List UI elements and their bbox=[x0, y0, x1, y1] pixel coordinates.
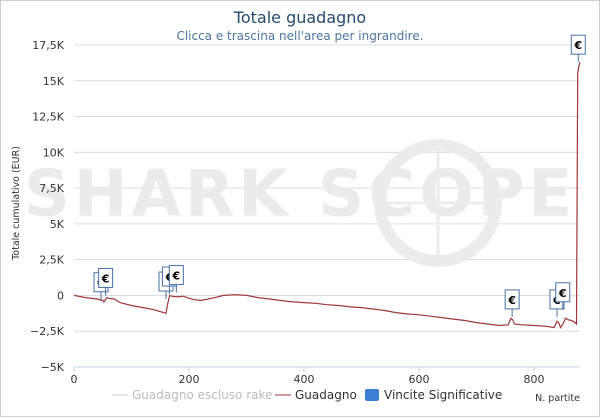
x-axis-title: N. partite bbox=[535, 393, 580, 404]
legend-label-vincite: Vincite Significative bbox=[384, 388, 502, 402]
x-tick-label: 200 bbox=[179, 373, 200, 386]
y-tick-label: 5K bbox=[50, 218, 65, 231]
flag-euro-icon: € bbox=[101, 272, 110, 285]
legend-swatch-vincite bbox=[365, 389, 379, 401]
x-tick-label: 600 bbox=[409, 373, 430, 386]
y-tick-label: 17,5K bbox=[32, 39, 64, 52]
chart-title: Totale guadagno bbox=[233, 8, 367, 27]
legend-item-vincite[interactable]: Vincite Significative bbox=[365, 388, 502, 402]
legend-item-guadagno[interactable]: Guadagno bbox=[275, 388, 357, 402]
flag-box bbox=[98, 267, 114, 288]
flags-layer[interactable]: €€€€€€€€€ bbox=[93, 34, 586, 317]
flag-marker[interactable]: € bbox=[504, 289, 520, 317]
flag-box bbox=[504, 289, 520, 310]
legend[interactable]: Guadagno escluso rake Guadagno Vincite S… bbox=[112, 388, 502, 402]
flag-box bbox=[570, 34, 586, 55]
y-axis-title: Totale cumulativo (EUR) bbox=[11, 146, 22, 261]
x-tick-label: 800 bbox=[524, 373, 545, 386]
flag-box bbox=[555, 282, 571, 303]
flag-euro-icon: € bbox=[558, 287, 567, 300]
y-tick-label: 10K bbox=[43, 146, 65, 159]
flag-marker[interactable]: € bbox=[168, 265, 184, 293]
legend-label-excl-rake: Guadagno escluso rake bbox=[132, 388, 272, 402]
axes: −5K −2,5K 0 2,5K 5K 7,5K 10K 12,5K 15K 17,5K 0 200 4… bbox=[30, 39, 580, 386]
legend-label-guadagno: Guadagno bbox=[295, 388, 357, 402]
flag-euro-icon: € bbox=[573, 39, 582, 52]
flag-marker[interactable]: € bbox=[555, 282, 571, 310]
flag-box bbox=[168, 265, 184, 286]
y-tick-label: 7,5K bbox=[39, 182, 64, 195]
y-tick-label: 2,5K bbox=[39, 254, 64, 267]
watermark-scope-icon bbox=[374, 139, 502, 267]
y-tick-label: 0 bbox=[57, 289, 64, 302]
flag-marker[interactable]: € bbox=[98, 267, 114, 296]
series-line-guadagno[interactable] bbox=[73, 62, 581, 329]
legend-item-excl-rake[interactable]: Guadagno escluso rake bbox=[112, 388, 272, 402]
x-tick-label: 400 bbox=[294, 373, 315, 386]
flag-euro-icon: € bbox=[172, 270, 181, 283]
y-tick-label: 12,5K bbox=[32, 111, 64, 124]
series-layer[interactable] bbox=[73, 62, 581, 329]
y-tick-label: −2,5K bbox=[30, 325, 65, 338]
chart-subtitle: Clicca e trascina nell'area per ingrandi… bbox=[176, 29, 424, 43]
flag-marker[interactable]: € bbox=[570, 34, 586, 63]
y-tick-label: 15K bbox=[43, 75, 65, 88]
flag-euro-icon: € bbox=[507, 294, 516, 307]
y-tick-label: −5K bbox=[41, 361, 65, 374]
x-tick-label: 0 bbox=[71, 373, 78, 386]
